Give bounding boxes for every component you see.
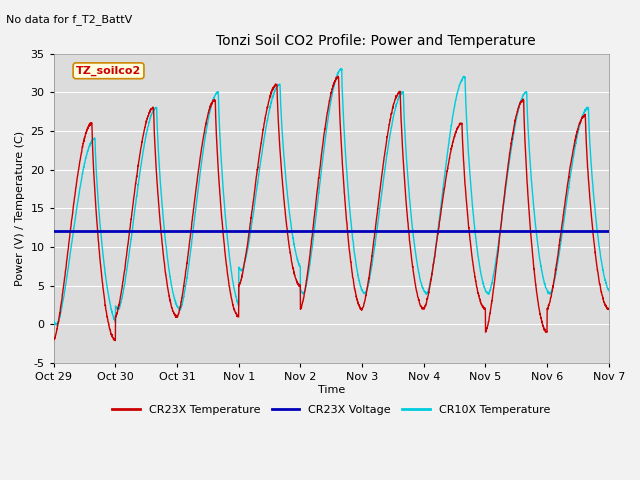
Y-axis label: Power (V) / Temperature (C): Power (V) / Temperature (C) (15, 131, 25, 286)
X-axis label: Time: Time (317, 385, 345, 395)
Text: TZ_soilco2: TZ_soilco2 (76, 66, 141, 76)
Text: No data for f_T2_BattV: No data for f_T2_BattV (6, 14, 132, 25)
Legend: CR23X Temperature, CR23X Voltage, CR10X Temperature: CR23X Temperature, CR23X Voltage, CR10X … (108, 400, 555, 420)
Title: Tonzi Soil CO2 Profile: Power and Temperature: Tonzi Soil CO2 Profile: Power and Temper… (216, 34, 536, 48)
